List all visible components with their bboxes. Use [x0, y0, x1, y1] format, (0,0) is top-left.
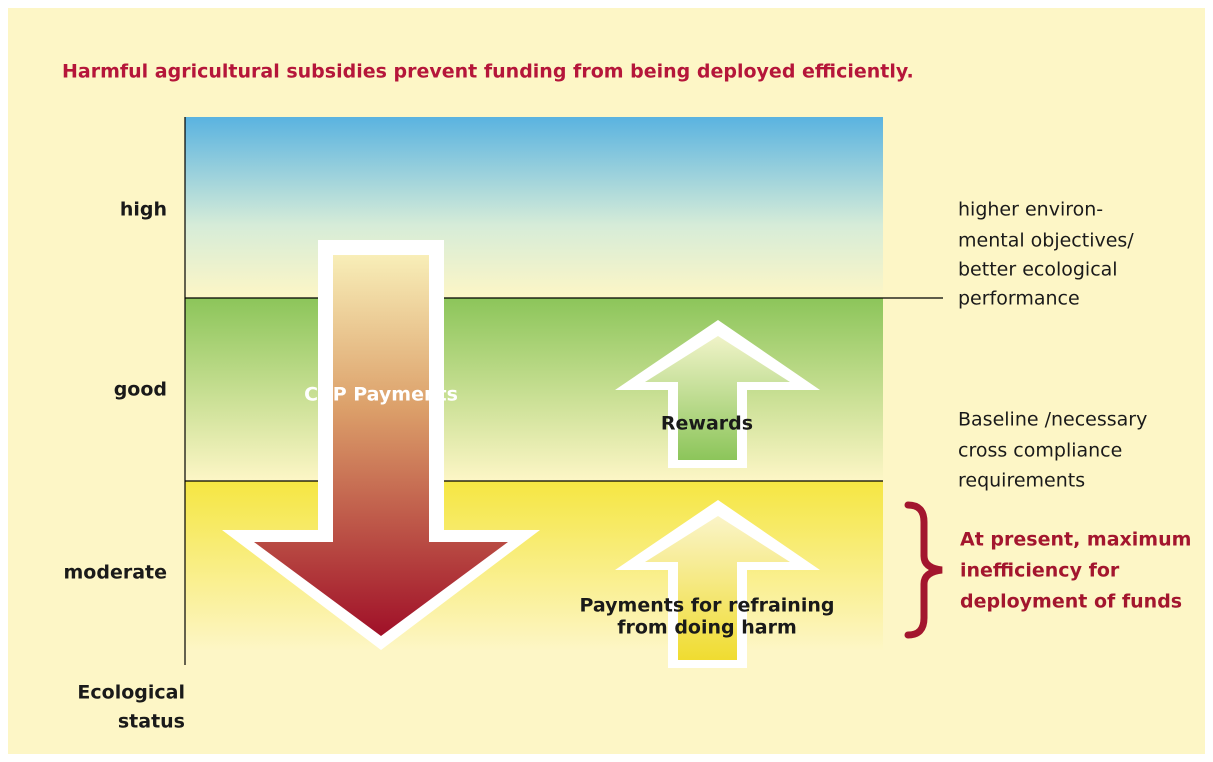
- annotation: requirements: [958, 470, 1085, 492]
- arrow-label: Rewards: [661, 413, 753, 435]
- level-label: good: [114, 379, 167, 401]
- annotation: inefficiency for: [960, 560, 1120, 582]
- cap-arrow: [254, 255, 508, 636]
- level-label: high: [120, 199, 167, 221]
- brace: [904, 501, 943, 639]
- annotation: At present, maximum: [960, 529, 1191, 551]
- annotation: mental objectives/: [958, 230, 1134, 252]
- annotation: performance: [958, 288, 1080, 310]
- annotation: cross compliance: [958, 440, 1122, 462]
- arrow-label: from doing harm: [617, 617, 797, 639]
- annotation: Baseline /necessary: [958, 409, 1147, 431]
- annotation: better ecological: [958, 259, 1118, 281]
- axis-label: status: [118, 711, 185, 733]
- axis-label: Ecological: [77, 682, 185, 704]
- level-label: moderate: [64, 562, 168, 584]
- arrow-label: Payments for refraining: [580, 595, 835, 617]
- annotation: higher environ-: [958, 199, 1103, 221]
- rewards-arrow: [645, 336, 790, 460]
- arrow-label: CAP Payments: [304, 384, 458, 406]
- annotation: deployment of funds: [960, 591, 1182, 613]
- band-high: [185, 117, 883, 298]
- refraining-arrow: [645, 516, 790, 660]
- title: Harmful agricultural subsidies prevent f…: [62, 61, 914, 83]
